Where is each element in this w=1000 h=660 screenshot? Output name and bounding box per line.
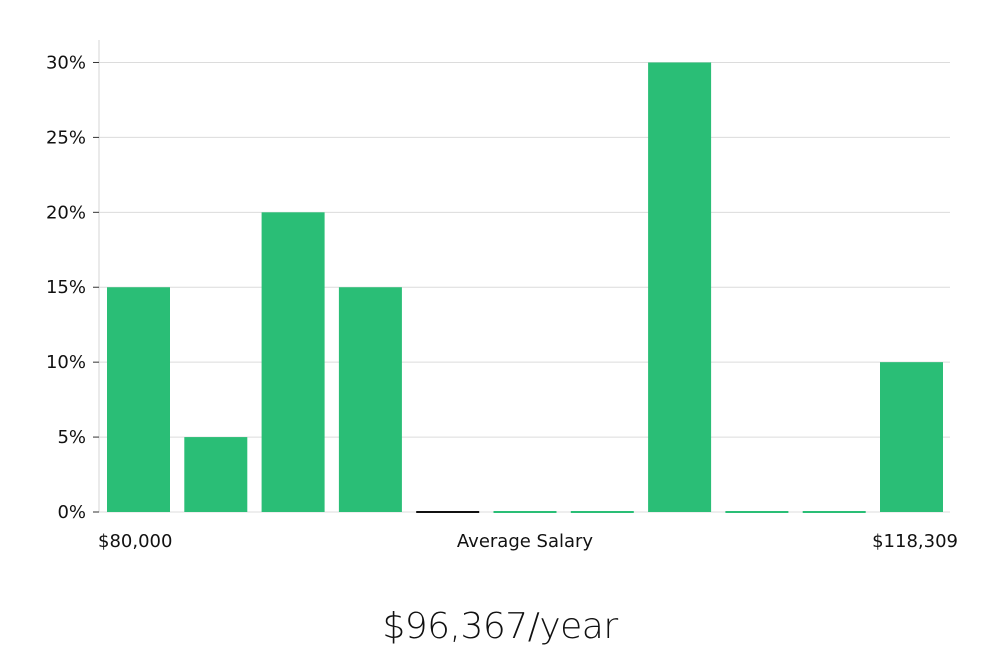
y-tick-label: 15% (46, 277, 86, 298)
bar (261, 212, 325, 513)
y-tick-label: 20% (46, 202, 86, 223)
average-salary-value: $96,367/year (382, 606, 618, 647)
y-tick-label: 30% (46, 52, 86, 73)
y-tick-label: 10% (46, 352, 86, 373)
bar (880, 362, 943, 512)
x-axis-title: Average Salary (457, 531, 594, 552)
bar (184, 437, 248, 512)
bar (648, 62, 712, 512)
x-min-label: $80,000 (98, 531, 172, 552)
bar (338, 287, 402, 512)
bars (107, 62, 943, 513)
x-max-label: $118,309 (872, 531, 958, 552)
y-tick-label: 25% (46, 127, 86, 148)
salary-histogram-chart: 0% 5% 10% 15% 20% 25% 30% $80,000 Average Sala… (46, 40, 958, 552)
y-tick-label: 5% (57, 427, 86, 448)
y-tick-label: 0% (57, 502, 86, 523)
y-axis-ticks: 0% 5% 10% 15% 20% 25% 30% (46, 52, 99, 523)
bar (107, 287, 170, 512)
